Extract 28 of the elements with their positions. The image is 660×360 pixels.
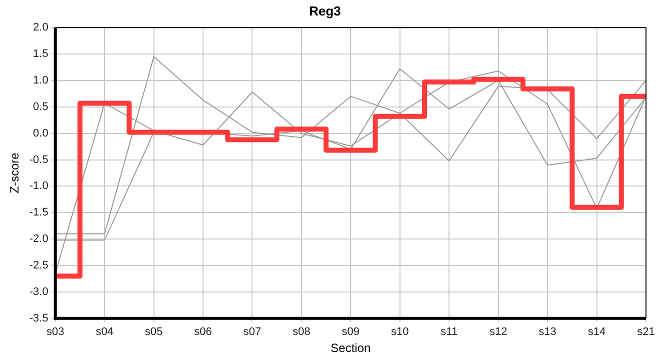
y-tick-label: -2.0 <box>29 233 48 246</box>
x-tick-label: s09 <box>342 326 360 338</box>
x-tick-label: s12 <box>489 326 508 338</box>
y-tick-label: 1.5 <box>33 48 48 60</box>
x-axis-title: Section <box>330 341 371 356</box>
x-tick-label: s07 <box>243 326 262 338</box>
x-tick-label: s08 <box>292 326 310 338</box>
x-tick-label: s11 <box>440 326 458 338</box>
y-tick-label: -3.5 <box>29 312 48 324</box>
x-tick-label: s13 <box>538 326 556 338</box>
x-tick-label: s04 <box>96 326 114 338</box>
x-tick-label: s06 <box>194 326 212 338</box>
y-tick-label: -1.0 <box>29 180 48 192</box>
y-axis-title: Z-score <box>8 152 22 194</box>
y-tick-label: -1.5 <box>29 206 48 219</box>
y-tick-label: 0.0 <box>33 127 48 140</box>
x-tick-label: s05 <box>144 326 163 338</box>
x-tick-label: s21 <box>637 326 655 338</box>
x-tick-label: s10 <box>391 326 409 338</box>
chart-title: Reg3 <box>309 3 341 18</box>
x-tick-label: s03 <box>46 326 64 338</box>
y-tick-label: 1.0 <box>33 74 48 87</box>
x-tick-label: s14 <box>588 326 606 338</box>
y-tick-label: -2.5 <box>29 260 48 272</box>
y-tick-label: -0.5 <box>29 154 48 166</box>
y-tick-label: 2.0 <box>33 22 48 34</box>
y-tick-label: -3.0 <box>29 286 48 298</box>
y-tick-label: 0.5 <box>33 100 48 113</box>
